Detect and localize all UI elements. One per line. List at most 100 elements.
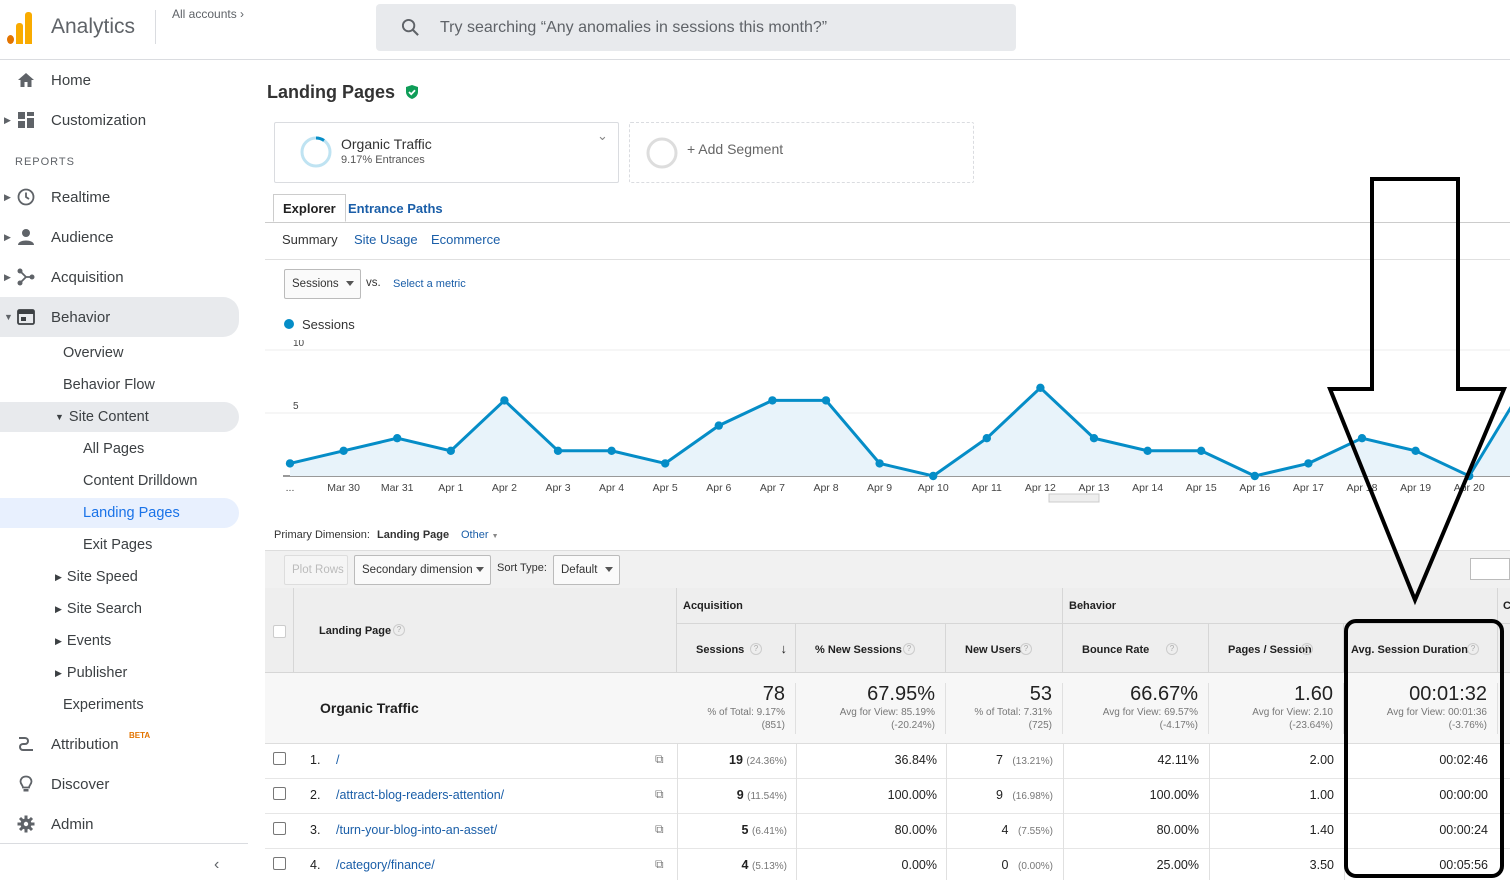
- help-icon[interactable]: ?: [750, 643, 762, 655]
- nav-audience[interactable]: ▶ Audience: [0, 217, 248, 257]
- header-col-0[interactable]: Sessions ? ↓: [677, 624, 796, 673]
- row-number: 1.: [310, 753, 321, 767]
- cell-divider: [677, 744, 678, 779]
- nav-all-pages[interactable]: All Pages: [0, 434, 248, 464]
- chart-legend[interactable]: Sessions: [284, 317, 355, 332]
- secondary-dimension-select[interactable]: Secondary dimension: [354, 555, 491, 585]
- new-users-value: 4: [1001, 823, 1009, 837]
- analytics-logo-icon[interactable]: [7, 12, 35, 44]
- nav-exit-pages[interactable]: Exit Pages: [0, 530, 248, 560]
- totals-cell: 66.67% Avg for View: 69.57% (-4.17%): [1063, 683, 1209, 734]
- nav-events[interactable]: ▶ Events: [0, 626, 248, 656]
- nav-site-speed[interactable]: ▶ Site Speed: [0, 562, 248, 592]
- nav-behavior[interactable]: ▼ Behavior: [0, 297, 239, 337]
- table-row: 1. / ⧉ 19 (24.36%) 36.84% 7 (13.21%) 42.…: [265, 744, 1510, 779]
- header-col-5[interactable]: Avg. Session Duration ?: [1344, 624, 1498, 673]
- row-checkbox[interactable]: [273, 787, 286, 800]
- x-tick-label: Apr 13: [1079, 482, 1110, 494]
- nav-behavior-flow[interactable]: Behavior Flow: [0, 370, 248, 400]
- nav-site-search[interactable]: ▶ Site Search: [0, 594, 248, 624]
- nav-admin[interactable]: Admin: [0, 804, 248, 844]
- help-icon[interactable]: ?: [1020, 643, 1032, 655]
- select-all-checkbox[interactable]: [273, 625, 286, 638]
- row-page-link[interactable]: /: [336, 753, 340, 767]
- header-landing-page[interactable]: Landing Page?: [294, 588, 677, 673]
- plot-rows-button[interactable]: Plot Rows: [284, 555, 348, 585]
- nav-home[interactable]: Home: [0, 60, 248, 100]
- search-input[interactable]: Try searching “Any anomalies in sessions…: [440, 19, 828, 36]
- data-point: [1089, 434, 1099, 443]
- search-bar[interactable]: Try searching “Any anomalies in sessions…: [376, 4, 1016, 51]
- help-icon[interactable]: ?: [1166, 643, 1178, 655]
- nav-publisher[interactable]: ▶ Publisher: [0, 658, 248, 688]
- page-title: Landing Pages: [267, 82, 420, 103]
- sort-arrow-down-icon[interactable]: ↓: [780, 641, 788, 656]
- tab-entrance-paths[interactable]: Entrance Paths: [339, 194, 452, 222]
- collapse-sidebar-icon[interactable]: ‹: [214, 856, 220, 873]
- data-point: [339, 446, 348, 455]
- nav-realtime[interactable]: ▶ Realtime: [0, 177, 248, 217]
- nav-site-content[interactable]: ▼ Site Content: [0, 402, 239, 432]
- nav-customization[interactable]: ▶ Customization: [0, 100, 248, 140]
- nav-attribution[interactable]: Attribution BETA: [0, 724, 248, 764]
- nav-landing-pages[interactable]: Landing Pages: [0, 498, 239, 528]
- y-tick-label: 10: [293, 340, 305, 349]
- sort-type-select[interactable]: Default: [553, 555, 620, 585]
- help-icon[interactable]: ?: [903, 643, 915, 655]
- nav-overview-label: Overview: [63, 345, 124, 361]
- top-bar: Analytics All accounts › Try searching “…: [0, 0, 1510, 60]
- header-col-1[interactable]: % New Sessions ?: [796, 624, 946, 673]
- subtab-summary[interactable]: Summary: [282, 232, 338, 247]
- nav-overview[interactable]: Overview: [0, 338, 248, 368]
- gear-icon: [17, 815, 35, 833]
- sort-type-value: Default: [561, 564, 598, 576]
- sessions-value: 4: [741, 858, 749, 872]
- nav-experiments[interactable]: Experiments: [0, 690, 248, 720]
- external-link-icon[interactable]: ⧉: [655, 822, 664, 836]
- row-checkbox[interactable]: [273, 822, 286, 835]
- metric-select[interactable]: Sessions: [284, 269, 361, 299]
- header-divider: [155, 10, 156, 44]
- row-page-link[interactable]: /turn-your-blog-into-an-asset/: [336, 823, 498, 837]
- other-dimension-dropdown[interactable]: Other ▼: [461, 529, 499, 541]
- subtab-divider: [265, 259, 1510, 260]
- help-icon[interactable]: ?: [1467, 643, 1479, 655]
- external-link-icon[interactable]: ⧉: [655, 752, 664, 766]
- x-tick-label: Apr 7: [760, 482, 785, 494]
- header-col-3[interactable]: Bounce Rate ?: [1063, 624, 1209, 673]
- tab-explorer[interactable]: Explorer: [273, 194, 346, 222]
- select-metric-link[interactable]: Select a metric: [393, 278, 466, 290]
- add-segment-button[interactable]: + Add Segment: [629, 122, 974, 183]
- tab-entrance-paths-label: Entrance Paths: [348, 200, 443, 216]
- subtab-site-usage[interactable]: Site Usage: [354, 232, 418, 247]
- accounts-breadcrumb[interactable]: All accounts ›: [172, 7, 244, 21]
- header-col-4[interactable]: Pages / Session ?: [1209, 624, 1344, 673]
- subtab-ecommerce[interactable]: Ecommerce: [431, 232, 501, 247]
- nav-acquisition[interactable]: ▶ Acquisition: [0, 257, 248, 297]
- help-icon[interactable]: ?: [1301, 643, 1313, 655]
- cell-divider: [677, 849, 678, 880]
- header-col-2[interactable]: New Users ?: [946, 624, 1063, 673]
- help-icon[interactable]: ?: [393, 624, 405, 636]
- nav-content-drilldown-label: Content Drilldown: [83, 473, 198, 489]
- row-page-link[interactable]: /attract-blog-readers-attention/: [336, 788, 505, 802]
- cell-divider: [796, 779, 797, 814]
- nav-content-drilldown[interactable]: Content Drilldown: [0, 466, 248, 496]
- segment-organic-traffic[interactable]: Organic Traffic 9.17% Entrances ⌄: [274, 122, 619, 183]
- group-behavior-label: Behavior: [1069, 600, 1117, 612]
- totals-sub2: (-20.24%): [891, 720, 935, 731]
- primary-dimension-value[interactable]: Landing Page: [377, 529, 450, 541]
- x-tick-label: Apr 11: [972, 482, 1002, 494]
- chevron-down-icon[interactable]: ⌄: [597, 128, 608, 143]
- nav-discover[interactable]: Discover: [0, 764, 248, 804]
- row-checkbox[interactable]: [273, 857, 286, 870]
- external-link-icon[interactable]: ⧉: [655, 787, 664, 801]
- nav-site-speed-label: Site Speed: [66, 569, 138, 585]
- x-tick-label: Apr 3: [545, 482, 570, 494]
- table-search-input[interactable]: [1470, 558, 1510, 580]
- cell-divider: [946, 814, 947, 849]
- row-checkbox[interactable]: [273, 752, 286, 765]
- x-tick-label: Apr 5: [653, 482, 678, 494]
- row-page-link[interactable]: /category/finance/: [336, 858, 435, 872]
- external-link-icon[interactable]: ⧉: [655, 857, 664, 871]
